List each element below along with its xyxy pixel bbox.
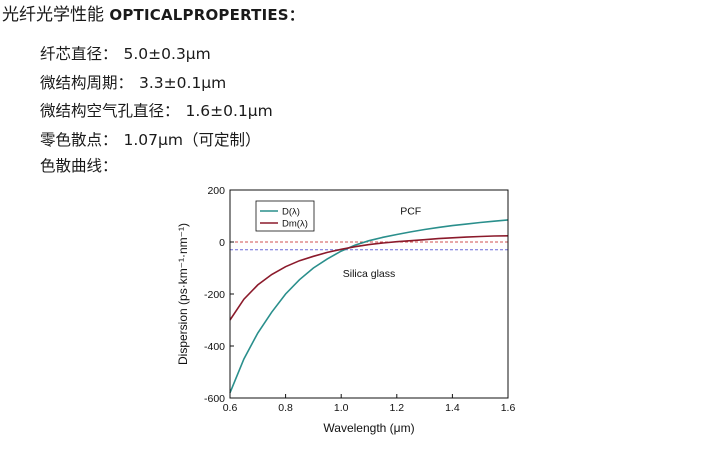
heading-en: OPTICALPROPERTIES： (109, 6, 305, 24)
dispersion-curve-label: 色散曲线： (40, 157, 118, 175)
spec-microstructure-period: 微结构周期： 3.3±0.1μm (40, 69, 273, 98)
legend-label: Dm(λ) (282, 219, 308, 230)
spec-value: 1.6±0.1μm (185, 102, 273, 120)
dispersion-chart: 0.6 0.8 1.0 1.2 1.4 1.6 -600 -400 -200 0 200 Wavele… (176, 185, 516, 435)
spec-core-diameter: 纤芯直径： 5.0±0.3μm (40, 40, 273, 69)
heading-zh: 光纤光学性能 (2, 5, 104, 25)
x-tick-label: 1.2 (389, 402, 404, 414)
x-axis-label: Wavelength (μm) (323, 421, 414, 435)
spec-label: 零色散点： (40, 130, 118, 149)
spec-value: 5.0±0.3μm (123, 45, 211, 63)
x-tick-label: 1.6 (501, 402, 516, 414)
y-axis-label: Dispersion (ps·km⁻¹·nm⁻¹) (176, 223, 190, 365)
y-tick-label: -400 (204, 341, 225, 353)
spec-zero-dispersion-point: 零色散点： 1.07μm（可定制） (40, 126, 273, 155)
y-tick-label: -200 (204, 289, 225, 301)
x-tick-label: 1.0 (334, 402, 349, 414)
spec-value: 3.3±0.1μm (139, 73, 227, 92)
y-tick-label: 200 (207, 185, 225, 197)
spec-value: 1.07μm（可定制） (123, 130, 261, 149)
section-heading: 光纤光学性能 OPTICALPROPERTIES： (2, 3, 304, 27)
series-line (229, 235, 509, 321)
series-line (229, 219, 509, 394)
spec-label: 微结构周期： (40, 73, 134, 92)
x-tick-label: 0.8 (278, 402, 293, 414)
spec-label: 微结构空气孔直径： (40, 102, 180, 120)
x-tick-label: 0.6 (223, 402, 238, 414)
y-tick-label: -600 (204, 393, 225, 405)
legend-label: D(λ) (282, 207, 300, 218)
y-tick-label: 0 (219, 237, 225, 249)
x-tick-label: 1.4 (445, 402, 460, 414)
chart-annotation: Silica glass (343, 268, 396, 280)
spec-label: 纤芯直径： (40, 45, 118, 63)
legend-box (255, 200, 315, 232)
spec-air-hole-diameter: 微结构空气孔直径： 1.6±0.1μm (40, 97, 273, 126)
chart-annotation: PCF (400, 206, 421, 218)
spec-list: 纤芯直径： 5.0±0.3μm 微结构周期： 3.3±0.1μm 微结构空气孔直径：… (40, 40, 273, 154)
